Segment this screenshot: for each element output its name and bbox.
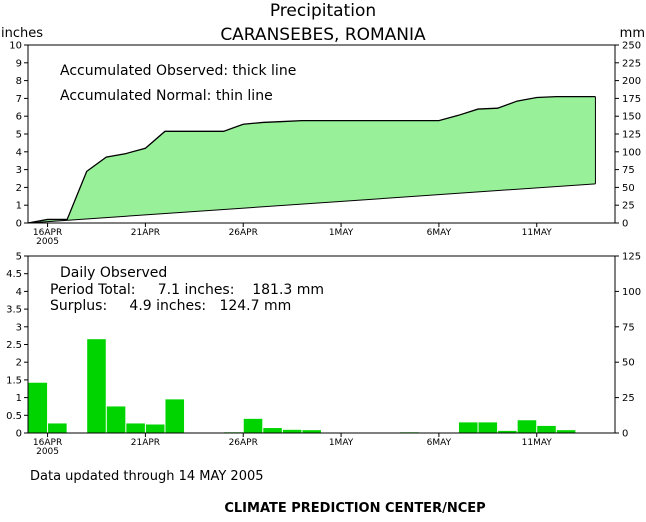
daily-panel: 00.511.522.533.544.55025507510012516APR2… <box>6 252 641 458</box>
accumulated-x-tick-year: 2005 <box>36 237 59 247</box>
daily-left-tick-label: 4 <box>16 287 22 298</box>
daily-left-tick-label: 4.5 <box>6 269 22 280</box>
daily-bar <box>458 422 478 433</box>
daily-left-tick-label: 0 <box>16 429 22 440</box>
accumulated-x-tick-label: 21APR <box>131 228 160 238</box>
daily-left-tick-label: 2.5 <box>6 340 22 351</box>
accumulated-observed-line <box>27 95 596 224</box>
daily-left-tick-label: 0.5 <box>6 411 22 422</box>
accumulated-x-tick-label: 6MAY <box>427 228 452 238</box>
daily-bar <box>263 428 282 433</box>
accumulated-right-tick-label: 250 <box>622 41 641 52</box>
accumulated-right-tick-label: 100 <box>622 147 641 158</box>
daily-right-tick-label: 75 <box>622 322 635 333</box>
accumulated-right-tick-label: 25 <box>622 201 635 212</box>
daily-bar <box>478 422 498 433</box>
surplus-text: Surplus: 4.9 inches: 124.7 mm <box>50 298 291 314</box>
daily-bar <box>48 423 67 433</box>
accumulated-left-tick-label: 4 <box>16 147 22 158</box>
daily-x-tick-label: 26APR <box>229 438 258 448</box>
daily-right-tick-label: 50 <box>622 358 635 369</box>
accumulated-right-tick-label: 75 <box>622 165 635 176</box>
daily-left-tick-label: 5 <box>16 252 22 263</box>
accumulated-x-tick-label: 11MAY <box>522 228 553 238</box>
accumulated-left-tick-label: 7 <box>16 94 22 105</box>
daily-bar <box>556 430 576 433</box>
accumulated-right-tick-label: 175 <box>622 94 641 105</box>
chart-subtitle: CARANSEBES, ROMANIA <box>220 25 426 45</box>
accumulated-x-tick-label: 16APR <box>33 228 62 238</box>
daily-right-tick-label: 125 <box>622 252 641 263</box>
legend-normal-note: Accumulated Normal: thin line <box>60 88 273 104</box>
accumulated-right-tick-label: 125 <box>622 130 641 141</box>
daily-bar <box>282 429 302 433</box>
daily-observed-label: Daily Observed <box>60 265 167 281</box>
daily-bar <box>243 418 263 433</box>
accumulated-x-tick-label: 26APR <box>229 228 258 238</box>
daily-left-tick-label: 3 <box>16 322 22 333</box>
accumulated-panel: 0123456789100255075100125150175200225250… <box>9 41 641 248</box>
accumulated-x-tick-label: 1MAY <box>329 228 354 238</box>
accumulated-series <box>27 95 596 224</box>
daily-x-tick-label: 6MAY <box>427 438 452 448</box>
accumulated-left-tick-label: 3 <box>16 165 22 176</box>
accumulated-right-tick-label: 200 <box>622 76 641 87</box>
daily-bars <box>28 339 576 433</box>
daily-bar <box>537 425 556 433</box>
daily-bar <box>145 424 165 433</box>
accumulated-left-tick-label: 10 <box>9 41 22 52</box>
accumulated-surplus-area <box>28 96 596 223</box>
daily-left-tick-label: 1.5 <box>6 375 22 386</box>
daily-right-tick-label: 100 <box>622 287 641 298</box>
credit-text: CLIMATE PREDICTION CENTER/NCEP <box>224 501 485 516</box>
left-axis-unit: inches <box>1 26 43 41</box>
legend-observed-note: Accumulated Observed: thick line <box>60 63 296 79</box>
daily-bar <box>87 339 106 433</box>
daily-left-tick-label: 2 <box>16 358 22 369</box>
daily-bar <box>28 382 48 433</box>
accumulated-normal-line <box>27 183 596 224</box>
daily-left-tick-label: 1 <box>16 393 22 404</box>
daily-x-tick-label: 21APR <box>131 438 160 448</box>
data-updated-text: Data updated through 14 MAY 2005 <box>30 469 264 484</box>
accumulated-axes: 0123456789100255075100125150175200225250… <box>9 41 641 248</box>
daily-x-tick-label: 1MAY <box>329 438 354 448</box>
daily-left-tick-label: 3.5 <box>6 305 22 316</box>
daily-right-tick-label: 0 <box>622 429 628 440</box>
daily-x-tick-label: 16APR <box>33 438 62 448</box>
right-axis-unit: mm <box>620 26 645 41</box>
accumulated-left-tick-label: 6 <box>16 112 22 123</box>
daily-x-tick-year: 2005 <box>36 447 59 457</box>
daily-bar <box>517 420 537 433</box>
daily-right-tick-label: 25 <box>622 393 635 404</box>
accumulated-left-tick-label: 1 <box>16 201 22 212</box>
daily-axes: 00.511.522.533.544.55025507510012516APR2… <box>6 252 641 458</box>
accumulated-right-tick-label: 150 <box>622 112 641 123</box>
accumulated-right-tick-label: 0 <box>622 219 628 230</box>
accumulated-left-tick-label: 2 <box>16 183 22 194</box>
daily-bar <box>165 399 185 433</box>
accumulated-left-tick-label: 0 <box>16 219 22 230</box>
accumulated-left-tick-label: 8 <box>16 76 22 87</box>
accumulated-left-tick-label: 5 <box>16 130 22 141</box>
daily-bar <box>302 430 321 433</box>
daily-bar <box>498 430 517 433</box>
daily-x-tick-label: 11MAY <box>522 438 553 448</box>
accumulated-right-tick-label: 50 <box>622 183 635 194</box>
accumulated-right-tick-label: 225 <box>622 58 641 69</box>
chart-title: Precipitation <box>270 1 376 21</box>
accumulated-left-tick-label: 9 <box>16 58 22 69</box>
daily-bar <box>106 406 126 433</box>
daily-bar <box>126 423 145 433</box>
period-total-text: Period Total: 7.1 inches: 181.3 mm <box>50 282 324 298</box>
